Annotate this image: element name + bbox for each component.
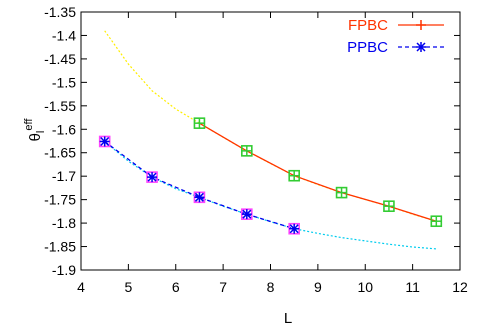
data-point-fpbc: [288, 169, 300, 182]
x-tick-label: 11: [405, 279, 420, 295]
y-tick-label: -1.5: [52, 74, 76, 90]
x-tick-label: 4: [77, 279, 85, 295]
data-point-fpbc: [430, 215, 443, 228]
data-series: [98, 117, 443, 235]
plot-frame: [80, 11, 461, 271]
legend-label-fpbc: FPBC: [348, 17, 388, 34]
legend: FPBC PPBC: [347, 17, 444, 56]
y-tick-label: -1.8: [52, 215, 76, 231]
data-point-ppbc: [241, 208, 253, 220]
y-tick-label: -1.35: [44, 4, 76, 20]
y-axis-title-sup: eff: [23, 118, 35, 131]
y-tick-label: -1.7: [52, 168, 76, 184]
plot-area: [80, 11, 461, 271]
data-point-fpbc: [241, 145, 253, 157]
x-tick-label: 8: [267, 279, 275, 295]
data-point-fpbc: [383, 200, 395, 213]
y-axis-title: θleff: [23, 118, 47, 142]
tick-marks: [80, 11, 461, 271]
data-point-ppbc: [98, 135, 111, 148]
x-axis-title: L: [284, 310, 292, 327]
y-tick-label: -1.45: [44, 51, 76, 67]
x-tick-label: 7: [219, 279, 227, 295]
legend-marker-d2: [416, 42, 426, 52]
x-tick-label: 10: [357, 279, 373, 295]
x-tick-label: 9: [314, 279, 322, 295]
fit-curves: [104, 30, 437, 250]
series-ppbc: [98, 135, 300, 235]
legend-label-ppbc: PPBC: [347, 39, 388, 56]
y-tick-label: -1.55: [44, 98, 76, 114]
y-axis-title-sub: l: [35, 131, 47, 133]
legend-swatch-ppbc: [398, 42, 444, 52]
data-point-fpbc: [193, 117, 206, 129]
fit-curve-2: [104, 141, 437, 250]
data-point-fpbc: [335, 186, 348, 199]
series-fpbc: [193, 117, 443, 228]
y-tick-label: -1.85: [44, 239, 76, 255]
tick-labels: 4 5 6 7 8 9 10 11 12 -1.35 -1.4 -1.45 -1.5 -1.55 -1.6 -…: [44, 4, 468, 295]
y-tick-label: -1.75: [44, 192, 76, 208]
fit-curve-1: [104, 30, 437, 222]
x-tick-label: 6: [172, 279, 180, 295]
y-tick-label: -1.4: [52, 27, 76, 43]
point-star-d2: [289, 224, 299, 234]
data-point-ppbc: [288, 222, 300, 235]
point-star-d2: [147, 172, 157, 182]
series-line-ppbc: [104, 140, 295, 230]
point-star-d2: [194, 192, 204, 202]
point-star-d2: [242, 209, 252, 219]
y-tick-label: -1.9: [52, 262, 76, 278]
x-tick-label: 12: [452, 279, 468, 295]
y-tick-label: -1.65: [44, 145, 76, 161]
data-point-ppbc: [146, 171, 158, 183]
data-point-ppbc: [193, 191, 206, 204]
x-tick-label: 5: [124, 279, 132, 295]
point-star-d2: [100, 136, 110, 146]
legend-swatch-fpbc: [398, 20, 444, 30]
y-tick-label: -1.6: [52, 121, 76, 137]
series-line-fpbc: [199, 122, 437, 222]
y-axis-title-base: θ: [27, 133, 44, 141]
